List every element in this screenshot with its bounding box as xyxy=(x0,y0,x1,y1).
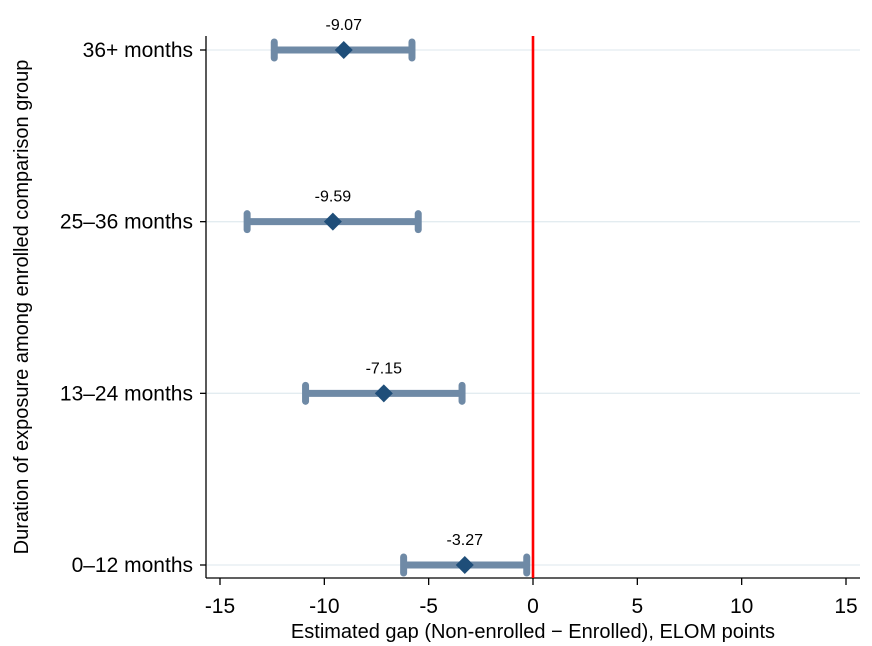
x-tick-label: 10 xyxy=(730,595,753,618)
x-tick-label: 0 xyxy=(527,595,539,618)
point-marker xyxy=(374,384,393,403)
point-marker xyxy=(323,212,342,231)
data-label: -9.59 xyxy=(315,189,352,206)
y-tick-label: 0–12 months xyxy=(72,554,193,577)
x-tick-label: -15 xyxy=(205,595,235,618)
data-label: -3.27 xyxy=(447,532,484,549)
x-axis-title: Estimated gap (Non-enrolled − Enrolled),… xyxy=(291,621,775,643)
data-label: -7.15 xyxy=(366,360,403,377)
x-tick-label: -10 xyxy=(309,595,339,618)
data-labels: -3.27 -7.15 -9.59 -9.07 xyxy=(315,17,483,549)
y-tick-label: 13–24 months xyxy=(60,382,193,405)
data-label: -9.07 xyxy=(326,17,363,34)
y-axis-categories: 0–12 months 13–24 months 25–36 months 36+ m… xyxy=(60,39,206,577)
x-axis-ticks: -15 -10 -5 0 5 10 15 xyxy=(205,578,858,618)
y-tick-label: 36+ months xyxy=(83,39,193,62)
x-tick-label: 5 xyxy=(631,595,643,618)
y-tick-label: 25–36 months xyxy=(60,211,193,234)
point-marker xyxy=(455,556,474,574)
point-marker xyxy=(334,41,353,59)
confidence-intervals xyxy=(243,38,531,577)
point-estimates xyxy=(323,41,474,574)
x-tick-label: 15 xyxy=(834,595,857,618)
y-axis-title: Duration of exposure among enrolled comp… xyxy=(11,60,33,555)
x-tick-label: -5 xyxy=(419,595,438,618)
